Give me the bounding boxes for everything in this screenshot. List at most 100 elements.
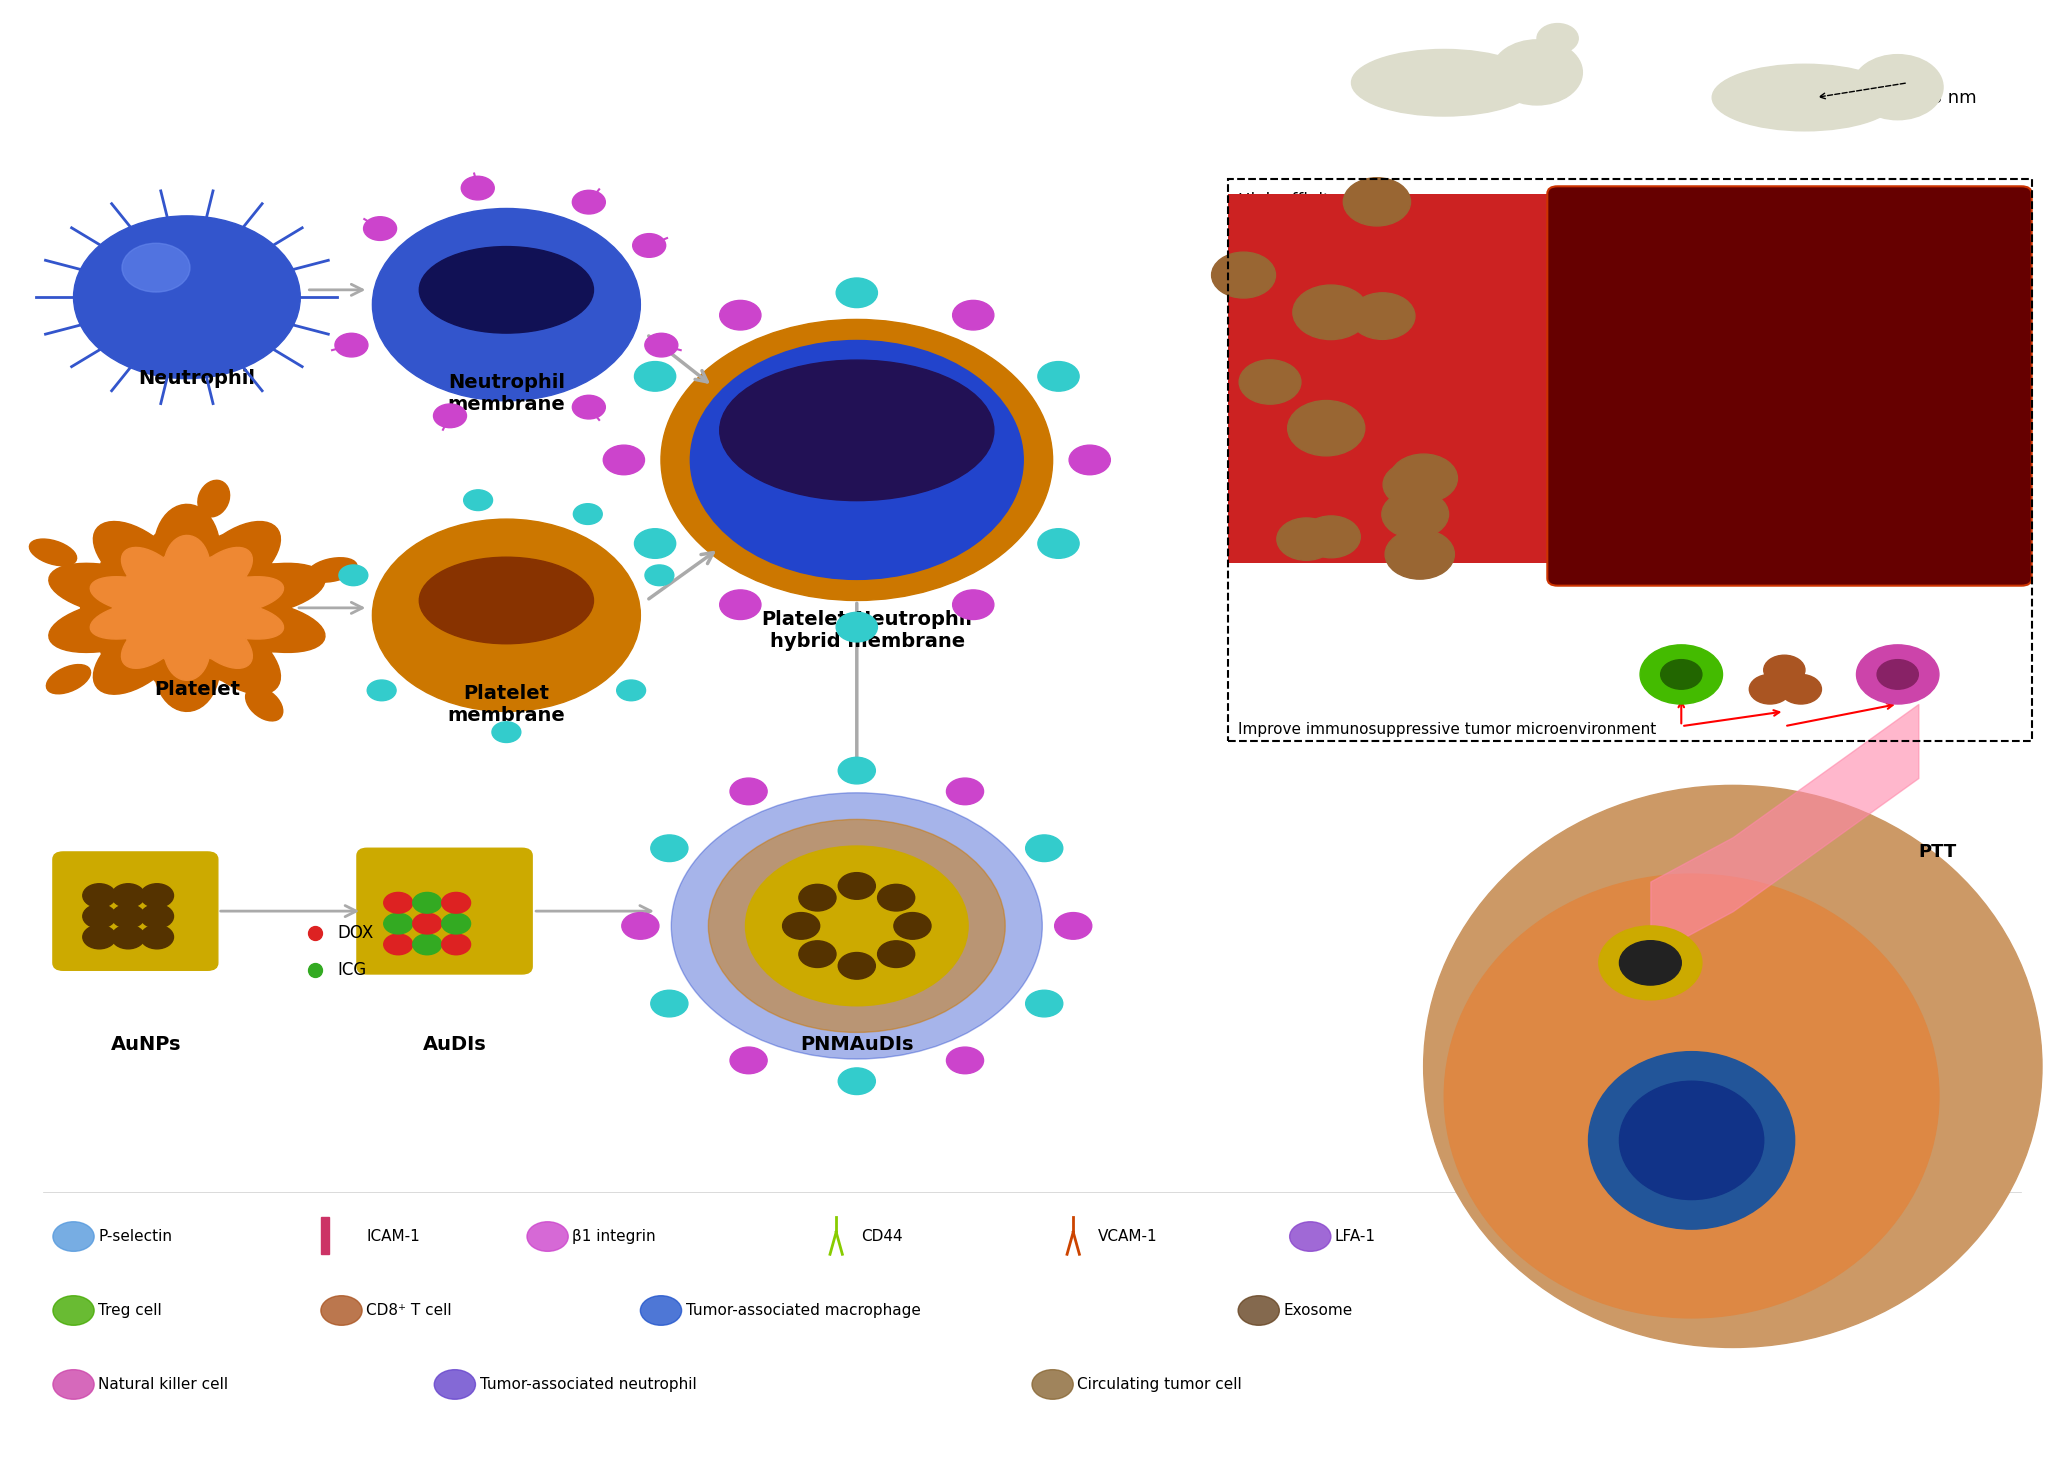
Circle shape — [836, 279, 877, 308]
Circle shape — [83, 925, 116, 948]
Circle shape — [838, 757, 875, 784]
Circle shape — [838, 1069, 875, 1095]
Circle shape — [836, 612, 877, 642]
Text: Tumor-associated neutrophil: Tumor-associated neutrophil — [479, 1377, 696, 1392]
Text: Platelet
membrane: Platelet membrane — [448, 683, 566, 725]
FancyBboxPatch shape — [1548, 187, 2031, 585]
Circle shape — [1238, 360, 1300, 405]
Circle shape — [621, 913, 658, 940]
Text: Platelet-Neutrophil
hybrid membrane: Platelet-Neutrophil hybrid membrane — [762, 609, 972, 651]
Circle shape — [660, 320, 1053, 600]
Circle shape — [83, 904, 116, 928]
Circle shape — [671, 793, 1042, 1060]
Circle shape — [799, 941, 836, 968]
Circle shape — [433, 1369, 475, 1399]
Ellipse shape — [308, 557, 357, 582]
Circle shape — [54, 1221, 95, 1251]
Circle shape — [1538, 24, 1579, 53]
Circle shape — [947, 778, 985, 805]
FancyBboxPatch shape — [357, 848, 533, 974]
Circle shape — [1032, 1369, 1073, 1399]
Circle shape — [433, 405, 466, 428]
Ellipse shape — [1589, 1052, 1796, 1229]
Ellipse shape — [1424, 785, 2041, 1347]
Circle shape — [526, 1221, 568, 1251]
Circle shape — [1026, 834, 1063, 861]
Circle shape — [1641, 645, 1723, 704]
Circle shape — [1238, 1295, 1280, 1325]
Circle shape — [838, 873, 875, 900]
Circle shape — [460, 176, 493, 200]
Ellipse shape — [419, 557, 594, 643]
Circle shape — [1290, 1221, 1331, 1251]
Ellipse shape — [720, 360, 995, 501]
Circle shape — [877, 885, 914, 911]
Text: Tumor-associated macrophage: Tumor-associated macrophage — [685, 1303, 921, 1317]
Ellipse shape — [246, 688, 283, 720]
Circle shape — [708, 820, 1005, 1033]
Text: Cytotoxicity: Cytotoxicity — [1589, 1071, 1701, 1091]
Text: β1 integrin: β1 integrin — [572, 1229, 656, 1243]
Circle shape — [650, 990, 687, 1017]
Circle shape — [947, 1048, 985, 1074]
Circle shape — [413, 892, 442, 913]
Circle shape — [954, 301, 995, 330]
Circle shape — [442, 934, 471, 954]
Circle shape — [413, 913, 442, 934]
Circle shape — [464, 491, 493, 510]
Circle shape — [1055, 913, 1092, 940]
Circle shape — [1385, 529, 1455, 579]
Circle shape — [1662, 659, 1703, 689]
Circle shape — [634, 234, 667, 258]
Circle shape — [1350, 293, 1416, 339]
Circle shape — [1620, 941, 1682, 986]
Circle shape — [338, 565, 367, 585]
Ellipse shape — [1352, 49, 1538, 116]
Circle shape — [1600, 926, 1703, 1000]
Ellipse shape — [198, 480, 229, 517]
Text: AuDIs: AuDIs — [423, 1034, 487, 1054]
Polygon shape — [50, 504, 324, 711]
Ellipse shape — [419, 246, 594, 333]
Circle shape — [1765, 655, 1804, 685]
Circle shape — [838, 953, 875, 980]
Text: 808 nm: 808 nm — [1907, 89, 1977, 107]
Circle shape — [384, 892, 413, 913]
Text: Platelet: Platelet — [155, 680, 239, 698]
Circle shape — [644, 333, 677, 357]
Text: Exosome: Exosome — [1284, 1303, 1352, 1317]
Circle shape — [617, 680, 646, 701]
Circle shape — [634, 529, 675, 559]
Circle shape — [894, 913, 931, 940]
Text: AuNPs: AuNPs — [111, 1034, 182, 1054]
Circle shape — [140, 883, 173, 907]
Text: ICG: ICG — [336, 962, 367, 980]
Text: DOX: DOX — [336, 925, 374, 943]
Text: Double capture: Double capture — [1573, 193, 1715, 210]
Text: LFA-1: LFA-1 — [1335, 1229, 1377, 1243]
Ellipse shape — [29, 539, 76, 566]
Circle shape — [442, 913, 471, 934]
Circle shape — [140, 925, 173, 948]
Circle shape — [1856, 645, 1938, 704]
Circle shape — [413, 934, 442, 954]
Circle shape — [650, 834, 687, 861]
Text: ICAM-1: ICAM-1 — [365, 1229, 419, 1243]
Circle shape — [954, 590, 995, 619]
Circle shape — [720, 590, 762, 619]
Circle shape — [644, 565, 673, 585]
Text: VCAM-1: VCAM-1 — [1098, 1229, 1158, 1243]
Circle shape — [574, 504, 603, 525]
Circle shape — [877, 941, 914, 968]
Circle shape — [111, 925, 144, 948]
Circle shape — [140, 904, 173, 928]
Text: PTT: PTT — [1917, 843, 1957, 861]
Circle shape — [1288, 400, 1364, 456]
Circle shape — [1026, 990, 1063, 1017]
Circle shape — [1492, 40, 1583, 105]
Circle shape — [111, 904, 144, 928]
Circle shape — [1302, 516, 1360, 557]
Circle shape — [74, 216, 299, 378]
Circle shape — [54, 1295, 95, 1325]
Polygon shape — [91, 535, 283, 680]
